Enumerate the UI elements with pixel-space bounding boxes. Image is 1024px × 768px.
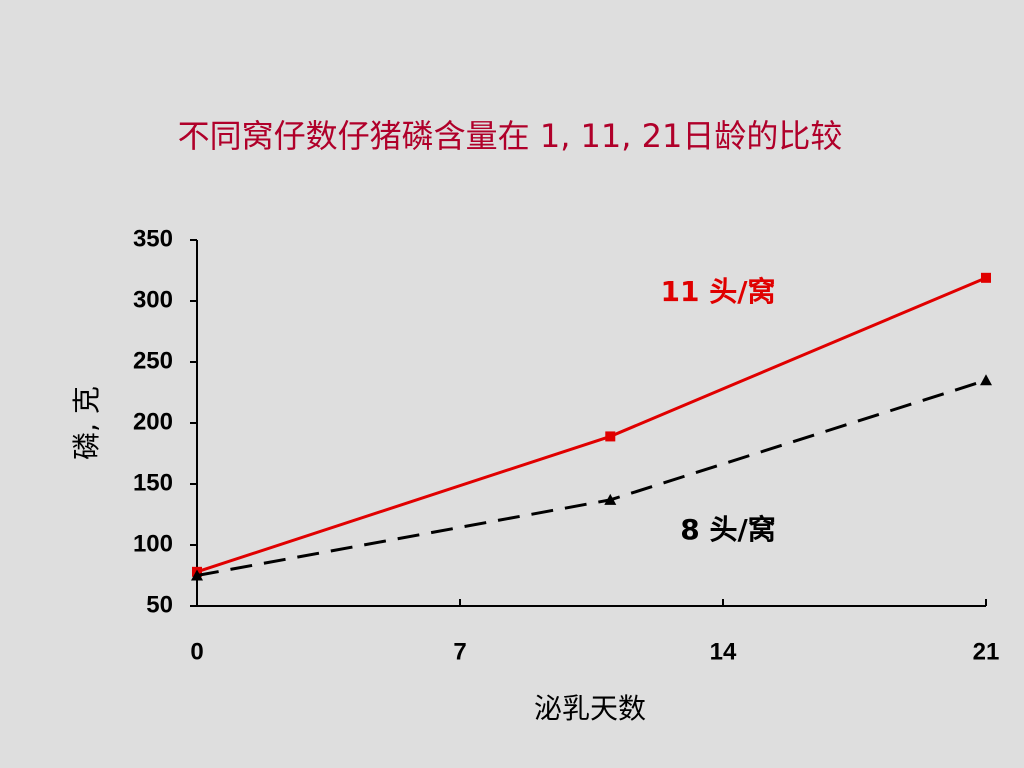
marker <box>981 272 991 283</box>
marker <box>980 374 992 386</box>
marker <box>605 431 616 442</box>
y-tick-label: 200 <box>133 408 173 435</box>
x-tick-label: 0 <box>190 638 203 665</box>
y-axis-label: 磷, 克 <box>70 386 103 460</box>
series-label: 11 头/窝 <box>661 275 776 308</box>
marker <box>191 569 203 581</box>
x-axis-label: 泌乳天数 <box>534 692 646 725</box>
y-tick-label: 300 <box>133 286 173 313</box>
marker <box>604 493 617 505</box>
y-tick-label: 350 <box>133 225 173 252</box>
x-tick-label: 21 <box>973 638 1000 665</box>
x-tick-label: 14 <box>710 638 737 665</box>
y-tick-label: 250 <box>133 347 173 374</box>
x-tick-label: 7 <box>453 638 466 665</box>
series-label: 8 头/窝 <box>680 513 775 546</box>
y-tick-label: 150 <box>133 469 173 496</box>
chart-title: 不同窝仔数仔猪磷含量在 1, 11, 21日龄的比较 <box>178 117 843 155</box>
y-tick-label: 100 <box>133 530 173 557</box>
y-tick-label: 50 <box>146 591 173 618</box>
